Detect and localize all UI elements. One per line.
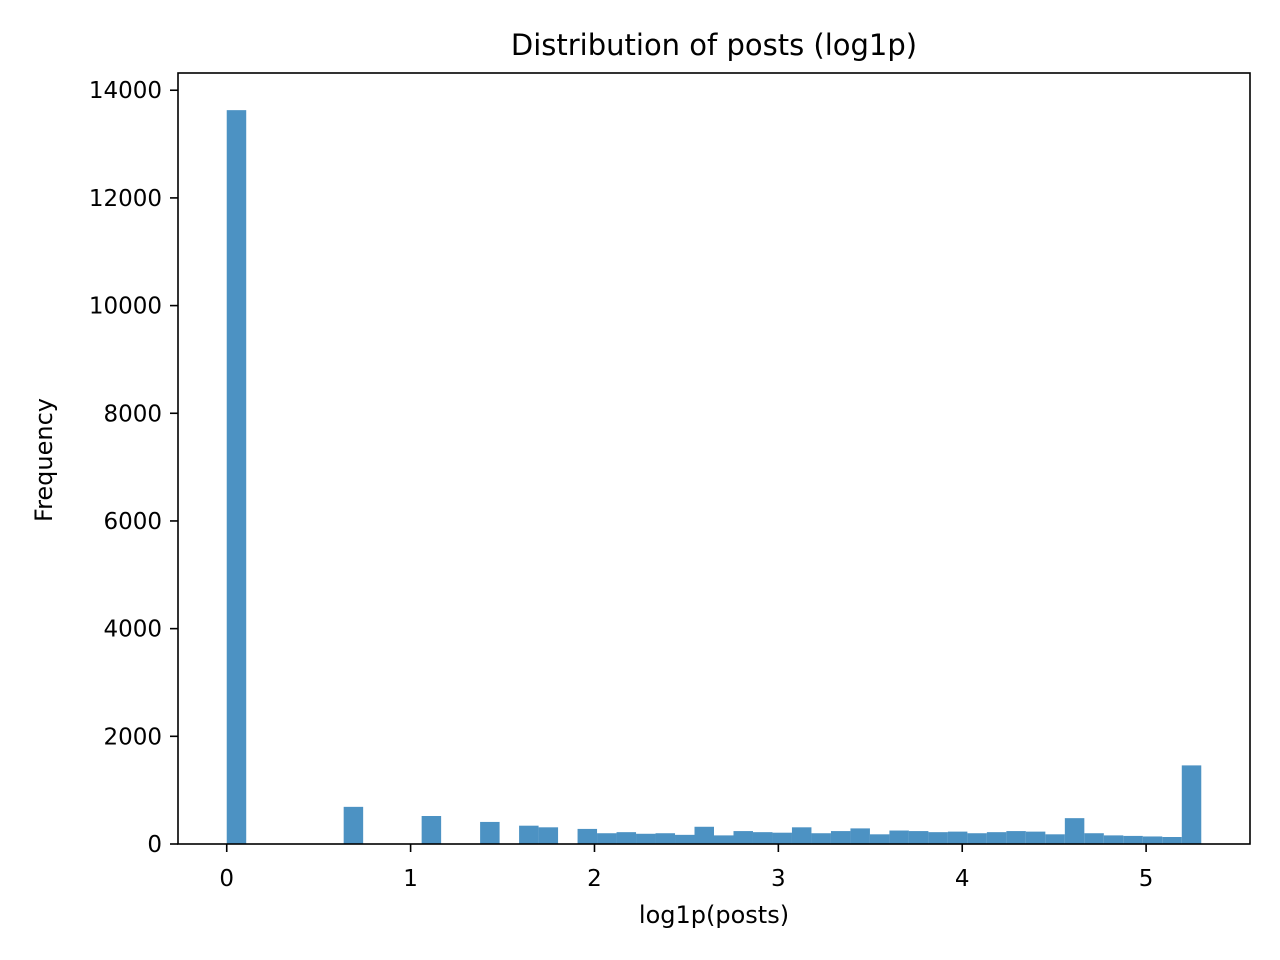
histogram-bar-35 <box>1142 836 1163 844</box>
histogram-bar-21 <box>869 834 890 844</box>
histogram-bar-19 <box>830 831 851 844</box>
histogram-bar-7 <box>597 833 617 844</box>
histogram-bar-8 <box>616 832 637 844</box>
x-tick-label: 1 <box>403 866 418 892</box>
histogram-bar-17 <box>791 827 812 844</box>
histogram-bar-28 <box>1006 831 1026 844</box>
histogram-bar-32 <box>1084 833 1104 844</box>
histogram-bar-31 <box>1064 818 1085 844</box>
y-tick-label: 2000 <box>103 724 162 750</box>
histogram-bar-9 <box>636 833 656 844</box>
histogram-bar-3 <box>480 821 500 844</box>
histogram-bar-5 <box>538 827 559 844</box>
histogram-bar-11 <box>675 834 695 844</box>
histogram-bar-36 <box>1162 837 1182 844</box>
histogram-bar-12 <box>694 826 714 844</box>
histogram-bar-22 <box>889 830 909 844</box>
y-tick-label: 6000 <box>103 509 162 535</box>
y-axis: 0 2000 4000 6000 8000 10000 12000 14000 <box>89 78 178 858</box>
y-tick-label: 10000 <box>89 294 162 320</box>
histogram-bar-24 <box>928 832 948 844</box>
histogram-bar-33 <box>1103 835 1124 844</box>
y-tick-label: 14000 <box>89 78 162 104</box>
histogram-bar-16 <box>772 832 792 844</box>
y-tick-label: 0 <box>147 832 162 858</box>
y-tick-label: 8000 <box>103 401 162 427</box>
x-tick-label: 5 <box>1139 866 1154 892</box>
y-tick-label: 12000 <box>89 186 162 212</box>
x-tick-label: 3 <box>771 866 786 892</box>
x-axis-label: log1p(posts) <box>639 901 789 929</box>
x-axis: 0 1 2 3 4 5 <box>219 844 1153 892</box>
x-tick-label: 4 <box>955 866 970 892</box>
histogram-bar-10 <box>655 833 676 844</box>
y-axis-label: Frequency <box>30 398 58 522</box>
x-tick-label: 2 <box>587 866 602 892</box>
histogram-bar-14 <box>733 831 753 844</box>
histogram-bar-34 <box>1123 835 1143 844</box>
histogram-bar-2 <box>421 816 442 844</box>
histogram-bar-6 <box>577 828 598 844</box>
histogram-bar-27 <box>986 832 1007 844</box>
histogram-bar-15 <box>752 832 773 844</box>
histogram-bar-18 <box>811 833 831 844</box>
histogram-bar-26 <box>967 833 987 844</box>
histogram-bar-30 <box>1045 834 1065 844</box>
histogram-bar-1 <box>343 806 364 844</box>
histogram-bar-20 <box>850 828 870 844</box>
histogram-bar-4 <box>519 825 539 844</box>
y-tick-label: 4000 <box>103 617 162 643</box>
histogram-bar-29 <box>1025 831 1046 844</box>
plot-frame <box>177 72 1251 845</box>
bars-group <box>226 110 1202 844</box>
histogram-bar-23 <box>908 831 929 844</box>
histogram-bar-25 <box>947 831 968 844</box>
histogram-bar-13 <box>714 835 734 844</box>
histogram-bar-37 <box>1181 765 1202 844</box>
x-tick-label: 0 <box>219 866 234 892</box>
chart-title: Distribution of posts (log1p) <box>511 28 917 62</box>
histogram-bar-0 <box>226 110 247 844</box>
